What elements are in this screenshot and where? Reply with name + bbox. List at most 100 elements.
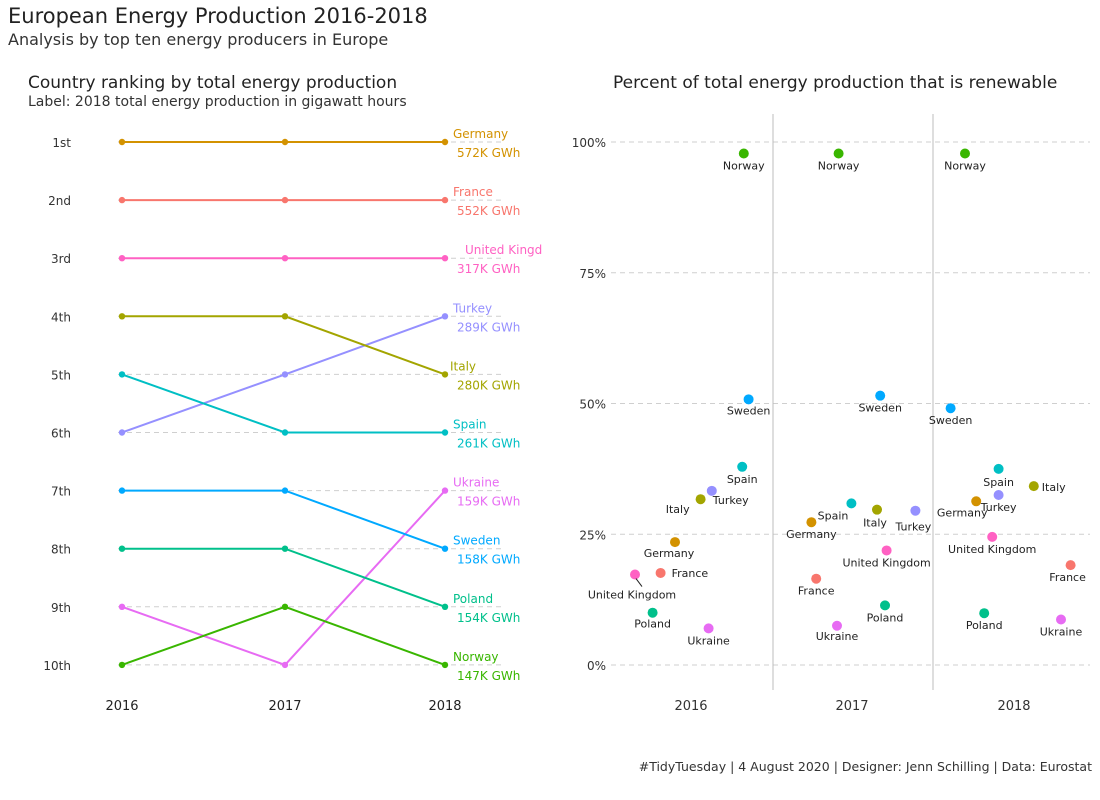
rank-point-sweden [441,545,449,552]
year-tick-label-2016: 2016 [105,699,138,714]
percent-tick-label-75: 75% [579,267,606,281]
renewable-label-spain-2016: Spain [727,473,758,486]
renewable-label-sweden-2016: Sweden [727,404,770,417]
renewable-point-france-2017 [811,573,822,584]
caption: #TidyTuesday | 4 August 2020 | Designer:… [638,759,1092,774]
renewable-point-turkey-2016 [706,485,717,496]
renewable-point-germany-2017 [806,517,817,528]
rank-value-label-ukraine: 159K GWh [457,495,520,509]
rank-point-spain [118,371,126,378]
page-title: European Energy Production 2016-2018 [8,4,428,28]
rank-value-label-norway: 147K GWh [457,669,520,683]
rank-country-label-germany: Germany [453,127,508,141]
rank-country-label-sweden: Sweden [453,534,500,548]
renewable-point-united-kingdom-2017 [881,545,892,556]
renewable-point-ukraine-2018 [1056,614,1066,625]
renewable-label-norway-2017: Norway [818,160,860,173]
rank-point-france [281,196,289,204]
rank-tick-label-8th: 8th [51,543,71,557]
rank-line-poland [122,547,446,608]
renewable-point-poland-2017 [880,600,890,611]
rank-point-france [441,196,449,204]
rank-country-label-ukraine: Ukraine [453,476,499,490]
rank-tick-label-4th: 4th [51,310,71,324]
ranking-panel-title: Country ranking by total energy producti… [28,73,398,93]
rank-country-label-italy: Italy [450,359,476,373]
rank-point-norway [118,661,126,669]
rank-value-label-turkey: 289K GWh [457,320,520,334]
rank-country-label-norway: Norway [453,650,499,664]
rank-point-poland [281,545,289,552]
rank-point-germany [118,138,126,146]
percent-tick-label-100: 100% [572,136,606,150]
renewable-label-ukraine-2018: Ukraine [1040,625,1083,638]
rank-tick-label-2nd: 2nd [48,194,71,208]
renewable-point-italy-2017 [872,504,882,515]
renewable-label-ukraine-2017: Ukraine [816,630,859,643]
renewable-point-spain-2016 [737,461,748,472]
rank-line-spain [121,373,445,434]
rank-point-ukraine [441,487,449,494]
rank-point-germany [281,138,289,146]
scatter-year-label-2017: 2017 [835,699,868,714]
scatter-year-label-2016: 2016 [674,699,707,714]
renewable-label-poland-2017: Poland [867,611,904,624]
rank-tick-label-3rd: 3rd [51,252,71,266]
renewable-label-ukraine-2016: Ukraine [687,634,730,647]
renewable-label-spain-2018: Spain [983,476,1014,489]
rank-point-ukraine [118,603,126,610]
renewable-label-united-kingdom-2016: United Kingdom [588,589,676,602]
rank-line-sweden [122,489,446,550]
renewable-label-turkey-2016: Turkey [712,494,749,507]
rank-tick-label-1st: 1st [52,136,71,150]
renewable-point-france-2018 [1065,560,1076,571]
rank-point-turkey [281,371,289,378]
renewable-point-united-kingdom-2018 [987,531,998,542]
rank-country-label-turkey: Turkey [452,301,492,315]
renewable-point-norway-2017 [833,148,844,159]
renewable-point-italy-2016 [695,494,706,505]
rank-point-united-kingd [118,255,126,262]
rank-value-label-spain: 261K GWh [457,437,520,451]
rank-tick-label-6th: 6th [51,427,71,441]
renewable-point-germany-2016 [670,537,680,548]
rank-point-italy [281,313,289,320]
renewable-point-norway-2018 [960,148,970,159]
percent-tick-label-25: 25% [579,528,606,542]
renewable-point-spain-2018 [993,463,1004,474]
renewable-label-italy-2016: Italy [666,503,690,516]
renewable-label-germany-2016: Germany [644,547,695,560]
ranking-panel-subtitle: Label: 2018 total energy production in g… [28,94,407,110]
label-leader-line [635,578,643,587]
percent-tick-label-50: 50% [579,398,606,412]
rank-value-label-united-kingd: 317K GWh [457,262,520,276]
renewable-point-france-2016 [655,567,666,578]
rank-point-poland [441,603,449,610]
renewable-label-united-kingdom-2017: United Kingdom [842,556,930,569]
rank-point-italy [118,313,126,320]
rank-point-norway [281,603,289,610]
renewable-point-norway-2016 [738,148,749,159]
rank-point-united-kingd [281,255,289,262]
rank-country-label-united-kingd: United Kingd [465,243,542,257]
rank-country-label-france: France [453,185,493,199]
rank-tick-label-9th: 9th [51,601,71,615]
renewable-point-united-kingdom-2016 [630,569,640,580]
renewable-label-norway-2018: Norway [944,160,986,173]
rank-point-spain [441,429,449,436]
renewable-point-ukraine-2016 [703,623,714,634]
scatter-year-label-2018: 2018 [997,699,1030,714]
renewable-label-france-2016: France [672,567,709,580]
renewable-panel-title: Percent of total energy production that … [613,73,1058,93]
renewable-label-poland-2018: Poland [966,619,1003,632]
rank-value-label-germany: 572K GWh [457,146,520,160]
rank-point-norway [441,661,449,669]
renewable-point-spain-2017 [846,498,857,509]
rank-tick-label-10th: 10th [43,659,71,673]
rank-country-label-spain: Spain [453,418,487,432]
renewable-point-poland-2016 [647,607,658,618]
page-subtitle: Analysis by top ten energy producers in … [8,30,389,49]
renewable-label-germany-2017: Germany [786,528,837,541]
renewable-label-italy-2017: Italy [863,517,887,530]
